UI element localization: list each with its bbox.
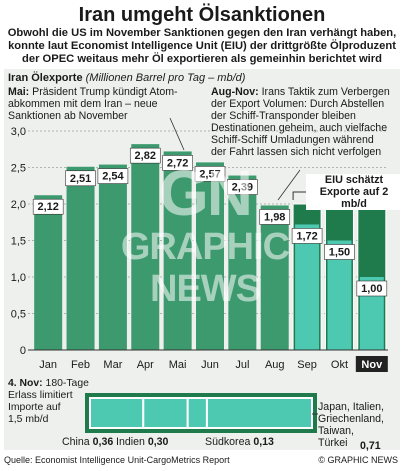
data-label: 1,72 [296, 230, 317, 242]
data-label: 1,00 [361, 283, 382, 295]
data-label-box [227, 179, 258, 195]
x-tick-label: Nov [361, 359, 383, 371]
data-label-box [162, 155, 193, 171]
seg-value-indien: 0,30 [147, 436, 169, 448]
x-tick-label: Jul [235, 359, 249, 371]
bar [196, 162, 224, 350]
data-label-box [129, 147, 161, 164]
x-tick-label: Sep [297, 359, 317, 371]
data-label: 2,72 [167, 157, 188, 169]
eiu-callout: EIU schätzt Exporte auf 2 mb/d [306, 174, 402, 210]
intro-text: Obwohl die US im November Sanktionen geg… [7, 27, 397, 65]
y-tick-label: 1,5 [11, 236, 26, 248]
data-label: 2,57 [199, 168, 220, 180]
data-label-box [32, 198, 64, 215]
y-tick-label: 1,0 [11, 272, 26, 284]
copyright: © GRAPHIC NEWS [318, 455, 398, 465]
may-note-title: Mai: [8, 86, 30, 98]
y-tick-label: 2,0 [11, 199, 26, 211]
seg-label-china: China 0,36 [62, 436, 113, 448]
seg-value-suedkorea: 0,13 [253, 436, 274, 448]
bar [131, 144, 160, 350]
seg-name-suedkorea: Südkorea [205, 436, 251, 448]
stacked-segment [186, 397, 208, 429]
unit-italic: (Millionen Barrel pro Tag – mb/d) [85, 72, 246, 84]
data-label-box [291, 228, 323, 244]
data-label-box [97, 168, 129, 184]
bar [163, 151, 192, 350]
seg-name-indien: Indien [116, 436, 145, 448]
x-tick-label: Jun [201, 359, 219, 371]
data-label: 2,51 [70, 173, 91, 185]
may-leader [169, 117, 185, 151]
y-tick-label: 0,5 [11, 309, 26, 321]
bar [295, 224, 320, 350]
stacked-segment [89, 397, 145, 429]
data-label: 2,39 [232, 182, 253, 194]
data-label-box [324, 244, 355, 260]
data-label-box [194, 166, 226, 182]
augnov-note: Aug-Nov: Irans Taktik zum Verbergen der … [211, 86, 390, 158]
data-label-box [65, 170, 96, 187]
page-title: Iran umgeht Ölsanktionen [78, 4, 326, 26]
may-note-text: Präsident Trump kündigt Atom- abkommen m… [8, 86, 178, 122]
seg-label-suedkorea: Südkorea 0,13 [205, 436, 274, 448]
unit-line: Iran Ölexporte (Millionen Barrel pro Tag… [8, 72, 245, 85]
bar [228, 175, 257, 350]
stacked-frame [85, 393, 317, 433]
highlighted-tick-bg [355, 356, 388, 372]
x-tick-label: Feb [71, 359, 90, 371]
x-tick-label: Apr [137, 359, 154, 371]
data-label-box [356, 280, 388, 297]
nov4-note-title: 4. Nov: [8, 378, 43, 389]
augnov-leader [277, 169, 301, 201]
bar [260, 205, 289, 350]
data-label: 2,54 [102, 171, 124, 183]
nov4-note: 4. Nov: 180-Tage Erlass limitiert Import… [8, 378, 89, 426]
may-note: Mai: Präsident Trump kündigt Atom- abkom… [8, 86, 178, 122]
data-label: 1,50 [329, 247, 350, 259]
y-tick-label: 2,5 [11, 163, 26, 175]
data-label-box [259, 209, 291, 225]
bar [98, 164, 127, 350]
seg-name-china: China [62, 436, 90, 448]
unit-bold: Iran Ölexporte [8, 72, 83, 84]
data-label: 2,82 [135, 150, 156, 162]
data-label: 2,12 [37, 201, 58, 213]
stacked-segment [205, 397, 313, 429]
seg-value-others: 0,71 [360, 440, 381, 452]
source-note: Quelle: Economist Intelligence Unit-Carg… [4, 455, 230, 465]
bar [34, 195, 63, 350]
data-label: 1,98 [264, 211, 285, 223]
augnov-note-title: Aug-Nov: [211, 86, 259, 98]
x-tick-label: Okt [331, 359, 348, 371]
x-tick-label: Jan [39, 359, 57, 371]
y-tick-label: 3,0 [11, 126, 26, 138]
x-tick-label: Aug [265, 359, 285, 371]
y-tick-label: 0 [20, 345, 26, 357]
stacked-segment [142, 397, 189, 429]
bar [66, 166, 95, 350]
augnov-note-text: Irans Taktik zum Verbergen der Export Vo… [211, 86, 390, 158]
nov4-note-text: 180-Tage Erlass limitiert Importe auf 1,… [8, 378, 89, 425]
seg-value-china: 0,36 [92, 436, 114, 448]
x-tick-label: Mar [103, 359, 122, 371]
seg-label-indien: Indien 0,30 [116, 436, 168, 448]
seg-label-others: Japan, Italien, Griechenland, Taiwan, Tü… [318, 401, 384, 449]
x-tick-label: Mai [169, 359, 187, 371]
